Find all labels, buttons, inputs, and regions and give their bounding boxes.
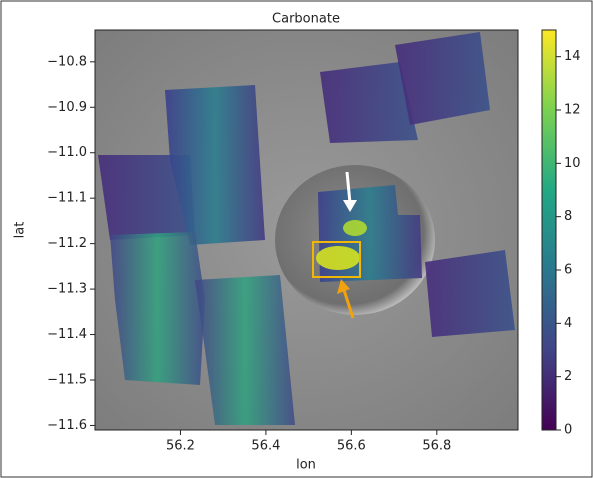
x-tick-label: 56.8 <box>422 439 451 454</box>
x-tick-label: 56.4 <box>251 439 280 454</box>
carbonate-patch <box>316 246 360 270</box>
overlay-strip <box>395 32 490 125</box>
colorbar-tick-label: 12 <box>564 103 581 118</box>
y-tick-label: −11.4 <box>47 327 87 342</box>
map-image <box>95 30 518 430</box>
colorbar-tick-label: 2 <box>564 369 572 384</box>
x-tick-label: 56.2 <box>166 439 195 454</box>
colorbar <box>542 30 556 430</box>
colorbar-tick-label: 0 <box>564 423 572 438</box>
y-axis-label: lat <box>13 222 28 239</box>
y-tick-label: −10.8 <box>47 54 87 69</box>
x-axis-label: lon <box>296 458 316 473</box>
colorbar-tick-label: 10 <box>564 156 581 171</box>
colorbar-tick-label: 6 <box>564 263 572 278</box>
carbonate-patch <box>343 220 367 236</box>
overlay-strip <box>425 250 515 337</box>
y-tick-label: −11.1 <box>47 191 87 206</box>
x-tick-label: 56.6 <box>337 439 366 454</box>
colorbar-tick-label: 8 <box>564 209 572 224</box>
colorbar-tick-label: 14 <box>564 49 581 64</box>
colorbar-tick-label: 4 <box>564 316 572 331</box>
figure: Carbonate lon lat 56.2 56.4 56.6 56.8 −10.8 −… <box>0 0 593 478</box>
y-tick-label: −11.2 <box>47 236 87 251</box>
overlay-strip <box>110 232 205 385</box>
y-tick-label: −11.5 <box>47 373 87 388</box>
y-tick-label: −10.9 <box>47 100 87 115</box>
y-tick-label: −11.3 <box>47 282 87 297</box>
y-tick-label: −11.0 <box>47 145 87 160</box>
chart-title: Carbonate <box>272 12 340 27</box>
y-tick-label: −11.6 <box>47 418 87 433</box>
